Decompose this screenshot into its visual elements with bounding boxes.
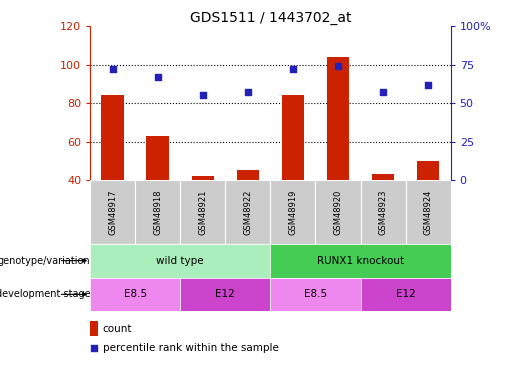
Point bbox=[334, 63, 342, 69]
Text: wild type: wild type bbox=[157, 256, 204, 266]
Text: count: count bbox=[103, 324, 132, 333]
Text: E8.5: E8.5 bbox=[304, 290, 327, 299]
Bar bbox=[180, 278, 270, 311]
Bar bbox=[270, 278, 360, 311]
Bar bbox=[146, 136, 169, 180]
Point bbox=[90, 345, 98, 351]
Bar bbox=[360, 180, 406, 244]
Text: percentile rank within the sample: percentile rank within the sample bbox=[103, 343, 279, 353]
Text: GSM48922: GSM48922 bbox=[244, 189, 252, 235]
Text: genotype/variation: genotype/variation bbox=[0, 256, 90, 266]
Bar bbox=[90, 244, 270, 278]
Bar bbox=[135, 180, 180, 244]
Text: development stage: development stage bbox=[0, 290, 90, 299]
Text: E12: E12 bbox=[215, 290, 235, 299]
Bar bbox=[270, 180, 315, 244]
Point bbox=[153, 74, 162, 80]
Bar bbox=[101, 96, 124, 180]
Bar bbox=[360, 278, 451, 311]
Bar bbox=[417, 161, 439, 180]
Bar bbox=[180, 180, 226, 244]
Title: GDS1511 / 1443702_at: GDS1511 / 1443702_at bbox=[190, 11, 351, 25]
Bar bbox=[406, 180, 451, 244]
Point bbox=[244, 89, 252, 95]
Text: GSM48923: GSM48923 bbox=[379, 189, 387, 235]
Bar bbox=[372, 174, 394, 180]
Bar bbox=[270, 244, 451, 278]
Bar bbox=[315, 180, 360, 244]
Text: GSM48918: GSM48918 bbox=[153, 189, 162, 235]
Bar bbox=[90, 321, 98, 336]
Bar bbox=[90, 180, 135, 244]
Text: GSM48924: GSM48924 bbox=[424, 189, 433, 235]
Text: GSM48921: GSM48921 bbox=[198, 189, 207, 235]
Bar bbox=[90, 278, 180, 311]
Point bbox=[289, 66, 297, 72]
Bar bbox=[282, 96, 304, 180]
Text: GSM48919: GSM48919 bbox=[288, 189, 297, 235]
Text: GSM48920: GSM48920 bbox=[334, 189, 342, 235]
Text: E8.5: E8.5 bbox=[124, 290, 147, 299]
Point bbox=[109, 66, 117, 72]
Text: E12: E12 bbox=[396, 290, 416, 299]
Point bbox=[424, 82, 432, 88]
Bar bbox=[226, 180, 270, 244]
Text: RUNX1 knockout: RUNX1 knockout bbox=[317, 256, 404, 266]
Point bbox=[379, 89, 387, 95]
Bar bbox=[236, 170, 259, 180]
Bar bbox=[192, 176, 214, 180]
Text: GSM48917: GSM48917 bbox=[108, 189, 117, 235]
Point bbox=[199, 93, 207, 99]
Bar bbox=[327, 57, 349, 180]
